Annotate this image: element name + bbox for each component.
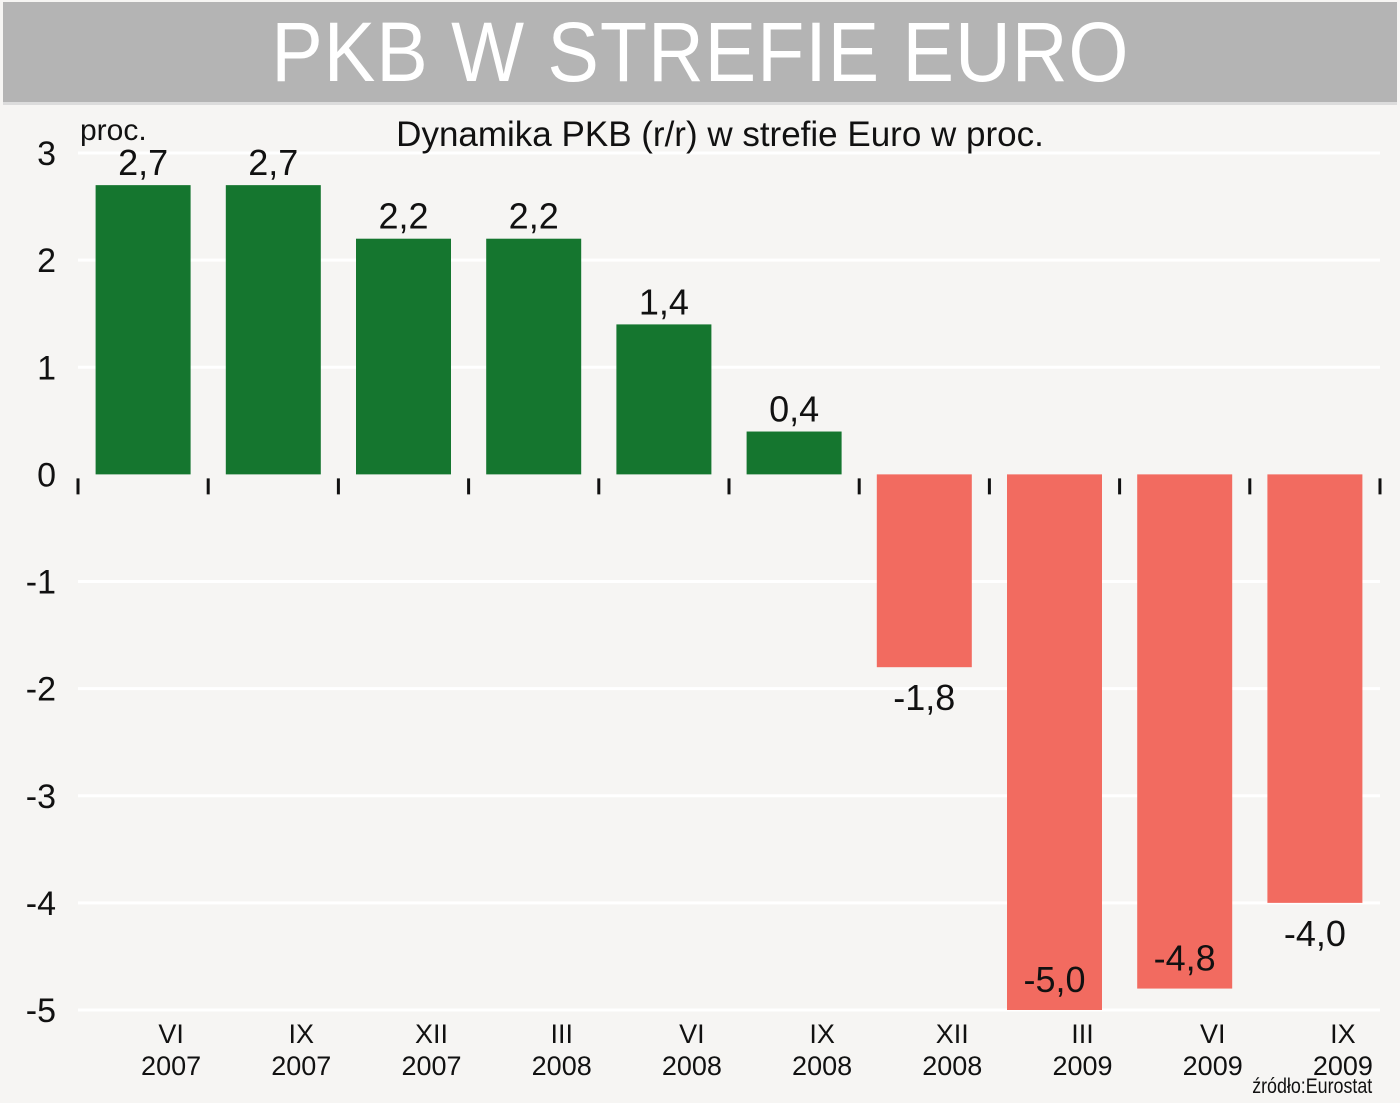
y-tick-label: -1 <box>26 564 56 602</box>
x-tick-label: 2007 <box>141 1051 201 1081</box>
chart-header: PKB W STREFIE EURO <box>3 2 1397 105</box>
x-tick-label: 2009 <box>1052 1051 1112 1081</box>
x-tick-label: VI <box>1200 1019 1226 1049</box>
x-tick-label: 2008 <box>662 1051 722 1081</box>
x-tick-label: IX <box>809 1019 835 1049</box>
y-tick-label: -2 <box>26 671 56 709</box>
y-tick-label: -3 <box>26 778 56 816</box>
y-tick-label: 1 <box>37 349 56 387</box>
x-tick-label: 2009 <box>1313 1051 1373 1081</box>
bar-value-label: 2,2 <box>378 196 428 237</box>
x-tick-label: 2008 <box>792 1051 852 1081</box>
bar-value-label: -4,0 <box>1284 913 1346 954</box>
bar <box>1267 474 1363 903</box>
bar-value-label: -4,8 <box>1154 938 1216 979</box>
x-tick-label: IX <box>1330 1019 1356 1049</box>
y-tick-label: 0 <box>37 456 56 494</box>
bar <box>486 238 582 475</box>
bar-value-label: 2,2 <box>509 196 559 237</box>
x-tick-label: III <box>1071 1019 1094 1049</box>
y-tick-label: 2 <box>37 242 56 280</box>
x-tick-label: 2007 <box>271 1051 331 1081</box>
bar-value-label: 0,4 <box>769 389 819 430</box>
bar <box>746 431 842 475</box>
bar <box>1137 474 1233 989</box>
bar-value-label: 2,7 <box>118 142 168 183</box>
x-tick-label: VI <box>679 1019 705 1049</box>
x-tick-label: VI <box>158 1019 184 1049</box>
source-note: źródło:Eurostat <box>1251 1075 1372 1098</box>
bar <box>876 474 972 668</box>
bar <box>1007 474 1102 1010</box>
x-tick-label: XII <box>415 1019 448 1049</box>
x-tick-label: XII <box>936 1019 969 1049</box>
bar-value-label: -5,0 <box>1023 959 1085 1000</box>
bar <box>225 185 321 475</box>
x-tick-label: 2008 <box>532 1051 592 1081</box>
y-tick-label: -4 <box>26 885 56 923</box>
x-tick-label: 2007 <box>401 1051 461 1081</box>
bar <box>356 238 451 475</box>
y-unit-label: proc. <box>80 114 147 147</box>
x-tick-label: III <box>550 1019 573 1049</box>
y-tick-label: -5 <box>26 992 56 1030</box>
x-tick-label: 2008 <box>922 1051 982 1081</box>
bar <box>616 324 712 475</box>
header-title: PKB W STREFIE EURO <box>270 5 1130 99</box>
bar-value-label: -1,8 <box>893 677 955 718</box>
x-tick-label: IX <box>289 1019 315 1049</box>
chart-title: Dynamika PKB (r/r) w strefie Euro w proc… <box>396 115 1044 154</box>
bar <box>95 185 191 475</box>
x-tick-label: 2009 <box>1183 1051 1243 1081</box>
y-tick-label: 3 <box>37 135 56 173</box>
bar-value-label: 2,7 <box>248 142 298 183</box>
bar-value-label: 1,4 <box>639 281 689 322</box>
